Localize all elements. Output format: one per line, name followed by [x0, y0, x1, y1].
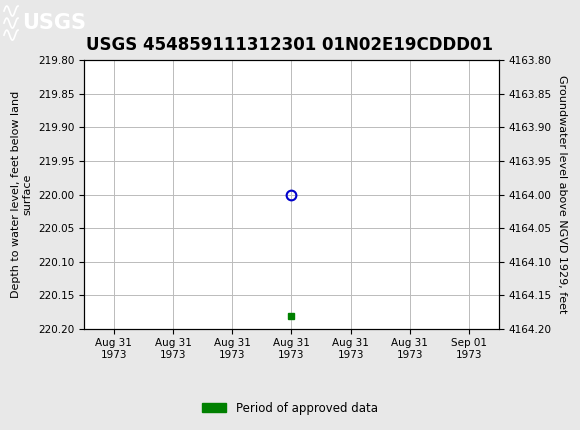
Text: USGS 454859111312301 01N02E19CDDD01: USGS 454859111312301 01N02E19CDDD01	[86, 36, 494, 54]
Legend: Period of approved data: Period of approved data	[198, 397, 382, 420]
Y-axis label: Depth to water level, feet below land
surface: Depth to water level, feet below land su…	[10, 91, 32, 298]
Y-axis label: Groundwater level above NGVD 1929, feet: Groundwater level above NGVD 1929, feet	[557, 75, 567, 314]
Text: USGS: USGS	[22, 13, 86, 33]
